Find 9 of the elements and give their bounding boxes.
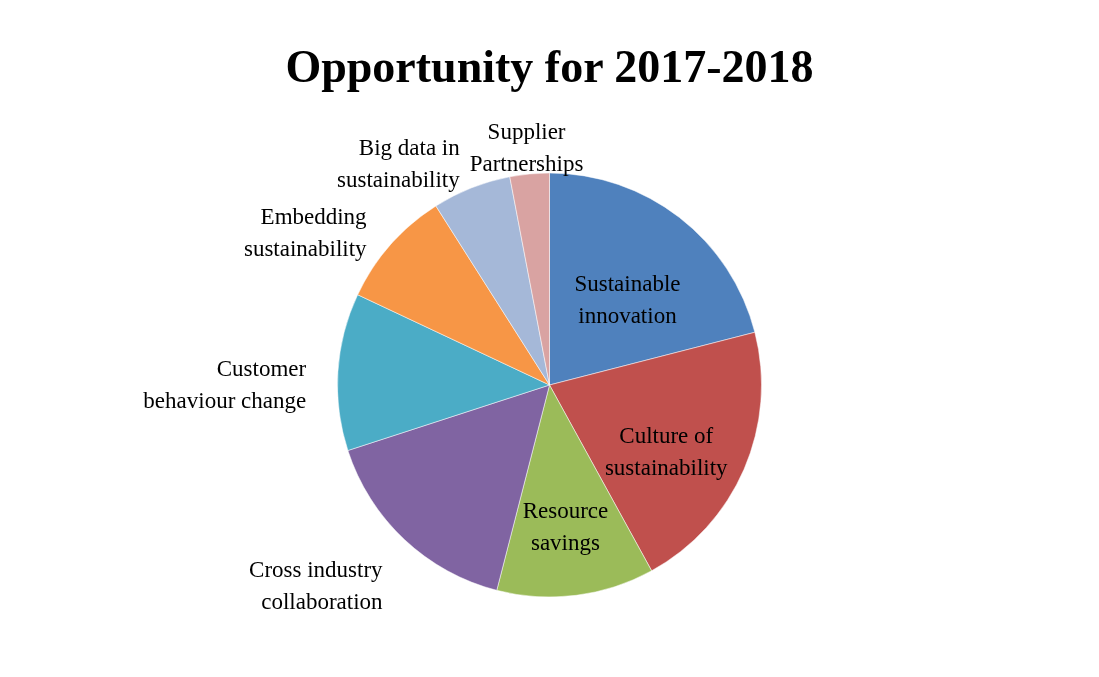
- slice-label: Resource savings: [522, 498, 609, 556]
- slice-label: Cross industry collaboration: [249, 557, 384, 615]
- slice-label: Sustainable innovation: [574, 271, 681, 329]
- slice-label: Culture of sustainability: [604, 422, 729, 480]
- slice-label: Customer behaviour change: [143, 356, 307, 414]
- slice-label: Supplier Partnerships: [469, 118, 584, 176]
- slice-label: Big data in sustainability: [337, 135, 461, 193]
- chart-title: Opportunity for 2017-2018: [285, 41, 814, 92]
- slice-label: Embedding sustainability: [243, 203, 368, 261]
